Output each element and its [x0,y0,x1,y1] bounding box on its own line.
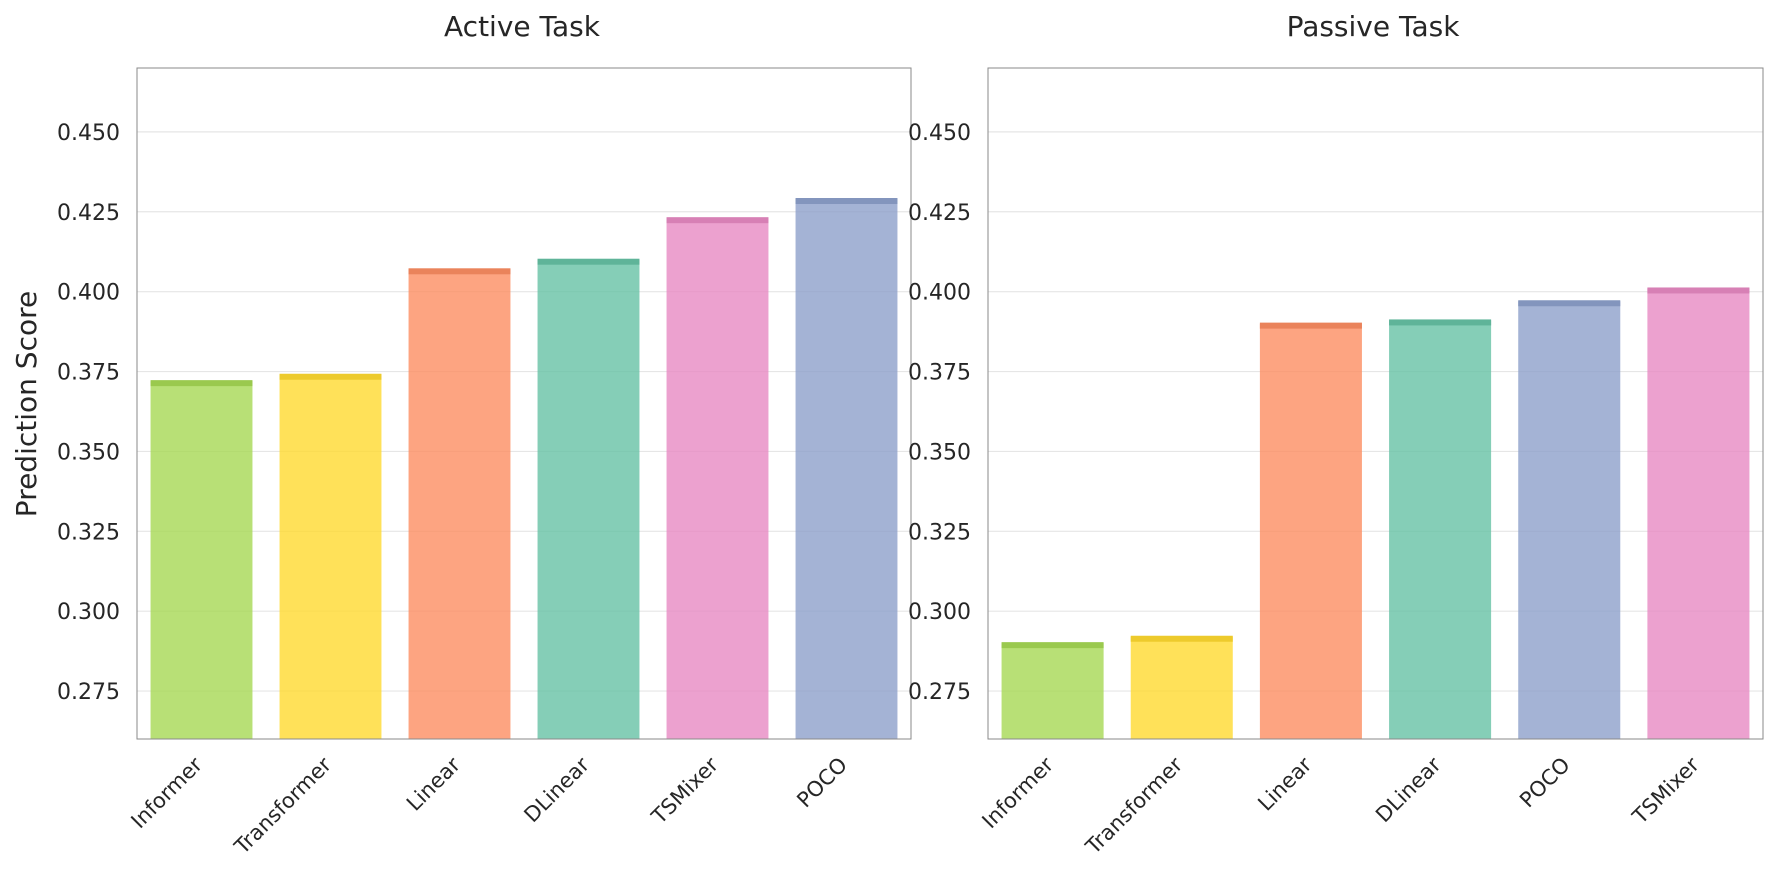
passive-x-tick-label: TSMixer [1627,752,1704,829]
passive-bar-cap-poco [1518,300,1621,307]
active-bars [150,198,898,739]
active-plot-frame [136,67,912,740]
passive-bar-cap-informer [1001,642,1104,649]
active-bar-transformer [279,374,382,739]
active-x-tick-label: Informer [126,752,207,833]
active-bar-dlinear [537,259,640,739]
active-bar-cap-informer [150,380,253,387]
y-axis-title: Prediction Score [10,291,43,517]
active-bar-cap-transformer [279,373,382,380]
active-y-tick-label: 0.300 [57,600,120,625]
passive-bar-dlinear [1389,320,1492,739]
passive-x-tick-label: Informer [977,752,1058,833]
active-y-tick-label: 0.425 [57,201,120,226]
active-x-tick-label: TSMixer [646,752,723,829]
active-bar-informer [150,381,253,739]
active-y-tick-label: 0.400 [57,281,120,306]
active-y-tick-label: 0.450 [57,121,120,146]
active-bar-cap-linear [408,268,511,275]
passive-y-tick-label: 0.350 [908,440,971,465]
passive-x-tick-label: DLinear [1371,752,1446,827]
passive-x-ticks: Informer Transformer Linear DLinear POCO TSMi… [977,752,1704,859]
passive-y-tick-label: 0.300 [908,600,971,625]
passive-y-tick-label: 0.325 [908,520,971,545]
active-x-tick-label: DLinear [519,752,594,827]
passive-y-tick-label: 0.400 [908,281,971,306]
passive-y-tick-label: 0.275 [908,680,971,705]
passive-y-tick-label: 0.450 [908,121,971,146]
passive-x-tick-label: Transformer [1081,752,1188,859]
active-y-tick-label: 0.325 [57,520,120,545]
passive-bar-linear [1259,323,1362,739]
passive-bar-cap-tsmixer [1647,287,1750,294]
passive-y-tick-label: 0.425 [908,201,971,226]
active-bar-linear [408,269,511,739]
passive-x-tick-label: POCO [1515,753,1575,813]
active-bar-cap-dlinear [537,258,640,265]
passive-bar-cap-transformer [1130,635,1233,642]
passive-bars [1001,287,1750,739]
active-task-title: Active Task [444,10,601,43]
passive-bar-transformer [1130,636,1233,739]
active-y-tick-label: 0.375 [57,361,120,386]
passive-bar-informer [1001,643,1104,739]
active-x-ticks: Informer Transformer Linear DLinear TSMixer P… [126,752,852,859]
active-bar-cap-tsmixer [666,217,769,224]
active-gridlines [137,131,911,692]
passive-y-ticks: 0.275 0.300 0.325 0.350 0.375 0.400 0.425 0.450 [908,121,971,705]
passive-y-tick-label: 0.375 [908,361,971,386]
active-x-tick-label: POCO [792,753,852,813]
active-y-ticks: 0.275 0.300 0.325 0.350 0.375 0.400 0.425 0.450 [57,121,120,705]
passive-bar-cap-dlinear [1389,319,1492,326]
active-x-tick-label: Transformer [229,752,336,859]
active-task-panel: Active Task Prediction Score 0.2750.3000… [10,10,912,859]
passive-task-panel: Passive Task 0.2750.3000.3250.3500.3750.… [908,10,1764,859]
active-bar-cap-poco [795,198,898,205]
passive-gridlines [988,131,1763,692]
passive-plot-frame [987,67,1764,740]
active-bar-poco [795,199,898,739]
passive-bar-poco [1518,301,1621,739]
passive-task-title: Passive Task [1287,10,1461,43]
passive-x-tick-label: Linear [1253,752,1316,815]
active-y-tick-label: 0.275 [57,680,120,705]
active-y-tick-label: 0.350 [57,440,120,465]
active-x-tick-label: Linear [402,752,465,815]
active-bar-tsmixer [666,218,769,739]
passive-bar-cap-linear [1259,322,1362,329]
passive-bar-tsmixer [1647,288,1750,739]
